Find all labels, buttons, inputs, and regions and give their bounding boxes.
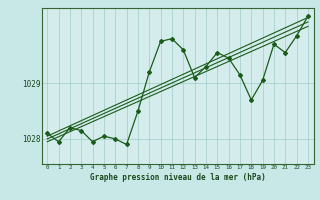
X-axis label: Graphe pression niveau de la mer (hPa): Graphe pression niveau de la mer (hPa) bbox=[90, 173, 266, 182]
